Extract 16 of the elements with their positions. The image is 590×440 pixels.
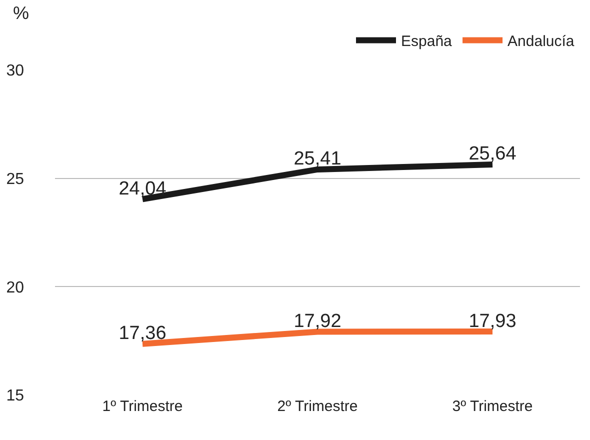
x-tick-label: 2º Trimestre [277, 398, 358, 415]
y-axis-title: % [13, 3, 30, 23]
y-tick-label: 25 [6, 170, 24, 188]
data-label: 17,36 [118, 323, 166, 344]
x-tick-label: 1º Trimestre [102, 398, 183, 415]
y-tick-label: 30 [6, 62, 24, 80]
y-tick-label: 15 [6, 388, 24, 405]
data-label: 25,41 [294, 148, 342, 170]
data-label: 24,04 [118, 178, 167, 200]
legend-label: España [401, 33, 453, 50]
y-tick-label: 20 [6, 279, 24, 296]
data-label: 17,93 [468, 310, 516, 332]
data-label: 17,92 [294, 310, 342, 332]
x-tick-label: 3º Trimestre [452, 398, 533, 415]
legend-label: Andalucía [508, 33, 575, 50]
data-label: 25,64 [468, 144, 517, 165]
